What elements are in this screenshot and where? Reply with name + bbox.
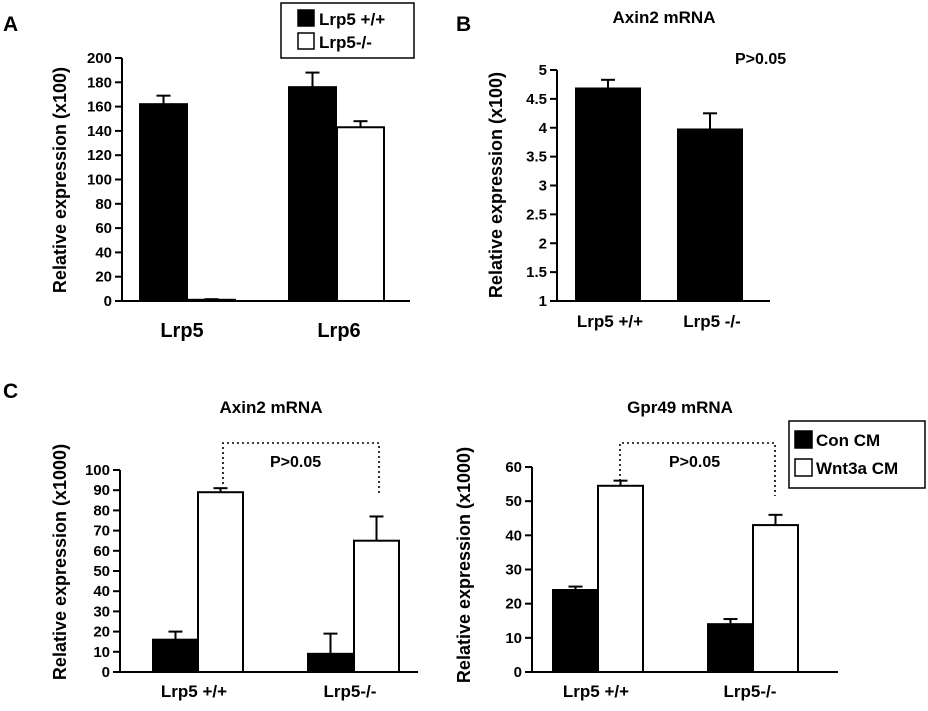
bar <box>677 128 743 302</box>
significance-bracket-c2 <box>619 442 776 496</box>
y-tick-label: 80 <box>93 502 110 519</box>
x-category-label: Lrp5 -/- <box>683 312 741 331</box>
bar <box>752 524 799 673</box>
x-category-label: Lrp5 <box>160 320 203 342</box>
bars-c2 <box>552 479 799 674</box>
y-axis-label-a: Relative expression (x100) <box>50 67 70 293</box>
bar <box>307 652 354 674</box>
y-ticks-a: 0 20 40 60 80 100 120 140 160 180 200 <box>87 50 122 310</box>
bar <box>552 589 599 673</box>
panel-a: A Relative expression (x100) 0 20 40 60 80 10… <box>3 2 415 342</box>
y-tick-label: 60 <box>93 543 110 560</box>
y-ticks-c2: 0 10 20 30 40 50 60 <box>505 459 532 681</box>
y-tick-label: 80 <box>95 196 112 213</box>
y-tick-label: 0 <box>102 664 110 681</box>
bars-c1 <box>152 487 400 674</box>
y-tick-label: 3 <box>539 178 547 195</box>
legend-entry: Con CM <box>816 431 880 450</box>
y-tick-label: 1.5 <box>526 264 547 281</box>
y-tick-label: 4.5 <box>526 91 547 108</box>
p-value-annotation-c1: P>0.05 <box>270 454 321 471</box>
y-tick-label: 20 <box>505 596 522 613</box>
y-tick-label: 0 <box>104 293 112 310</box>
y-tick-label: 3.5 <box>526 149 547 166</box>
significance-bracket-c1 <box>222 442 380 495</box>
y-tick-label: 30 <box>93 603 110 620</box>
x-category-label: Lrp5 +/+ <box>563 682 629 701</box>
y-tick-label: 100 <box>85 462 110 479</box>
p-value-annotation-b: P>0.05 <box>735 51 786 68</box>
panel-c2: Gpr49 mRNA Relative expression (x1000) 0… <box>454 398 926 701</box>
y-tick-label: 30 <box>505 562 522 579</box>
bars-a <box>139 71 385 303</box>
y-tick-label: 1 <box>539 293 547 310</box>
panel-letter-b: B <box>456 13 471 36</box>
bar <box>152 638 199 673</box>
x-category-label: Lrp5 +/+ <box>161 682 227 701</box>
y-tick-label: 40 <box>505 527 522 544</box>
legend-swatch <box>794 458 813 477</box>
y-tick-label: 40 <box>95 244 112 261</box>
bar <box>288 86 337 302</box>
y-tick-label: 100 <box>87 172 112 189</box>
legend-entry: Lrp5-/- <box>319 33 372 52</box>
y-tick-label: 20 <box>93 624 110 641</box>
y-tick-label: 50 <box>93 563 110 580</box>
chart-title-c1: Axin2 mRNA <box>220 398 323 417</box>
bar <box>597 484 644 673</box>
panel-letter-a: A <box>3 13 18 36</box>
bar <box>139 103 188 302</box>
x-category-label: Lrp5 +/+ <box>577 312 643 331</box>
y-tick-label: 2 <box>539 235 547 252</box>
legend-entry: Lrp5 +/+ <box>319 10 385 29</box>
y-tick-label: 10 <box>505 630 522 647</box>
x-category-label: Lrp6 <box>317 320 360 342</box>
chart-title-b: Axin2 mRNA <box>613 8 716 27</box>
y-tick-label: 4 <box>539 120 548 137</box>
panel-c1: C Axin2 mRNA Relative expression (x1000)… <box>3 380 418 701</box>
legend-entry: Wnt3a CM <box>816 459 898 478</box>
y-tick-label: 140 <box>87 123 112 140</box>
legend-swatch <box>297 9 315 27</box>
y-tick-label: 50 <box>505 493 522 510</box>
y-tick-label: 200 <box>87 50 112 67</box>
panel-letter-c: C <box>3 380 18 403</box>
chart-title-c2: Gpr49 mRNA <box>627 398 733 417</box>
y-tick-label: 160 <box>87 99 112 116</box>
x-category-label: Lrp5-/- <box>324 682 377 701</box>
bars-b <box>575 78 743 303</box>
bar <box>353 539 400 674</box>
bar <box>336 126 385 302</box>
y-tick-label: 2.5 <box>526 206 547 223</box>
y-tick-label: 60 <box>95 220 112 237</box>
legend-a: Lrp5 +/+ Lrp5-/- <box>280 2 415 59</box>
y-tick-label: 10 <box>93 644 110 661</box>
y-tick-label: 0 <box>514 664 522 681</box>
legend-c: Con CM Wnt3a CM <box>788 420 926 489</box>
y-ticks-b: 1 1.5 2 2.5 3 3.5 4 4.5 5 <box>526 62 557 310</box>
y-tick-label: 180 <box>87 74 112 91</box>
panel-b: B Axin2 mRNA Relative expression (x100) … <box>456 8 786 331</box>
bar <box>707 623 754 674</box>
bar <box>575 87 641 303</box>
y-ticks-c1: 0 10 20 30 40 50 60 70 80 90 100 <box>85 462 120 681</box>
y-tick-label: 5 <box>539 62 547 79</box>
y-tick-label: 70 <box>93 523 110 540</box>
legend-swatch <box>794 430 813 449</box>
y-axis-label-c1: Relative expression (x1000) <box>50 444 70 680</box>
y-tick-label: 40 <box>93 583 110 600</box>
bar <box>197 491 244 673</box>
y-axis-label-b: Relative expression (x100) <box>486 72 506 298</box>
y-tick-label: 60 <box>505 459 522 476</box>
y-tick-label: 120 <box>87 147 112 164</box>
x-category-label: Lrp5-/- <box>724 682 777 701</box>
y-tick-label: 20 <box>95 269 112 286</box>
p-value-annotation-c2: P>0.05 <box>669 454 720 471</box>
y-tick-label: 90 <box>93 482 110 499</box>
y-axis-label-c2: Relative expression (x1000) <box>454 447 474 683</box>
legend-swatch <box>297 32 315 50</box>
